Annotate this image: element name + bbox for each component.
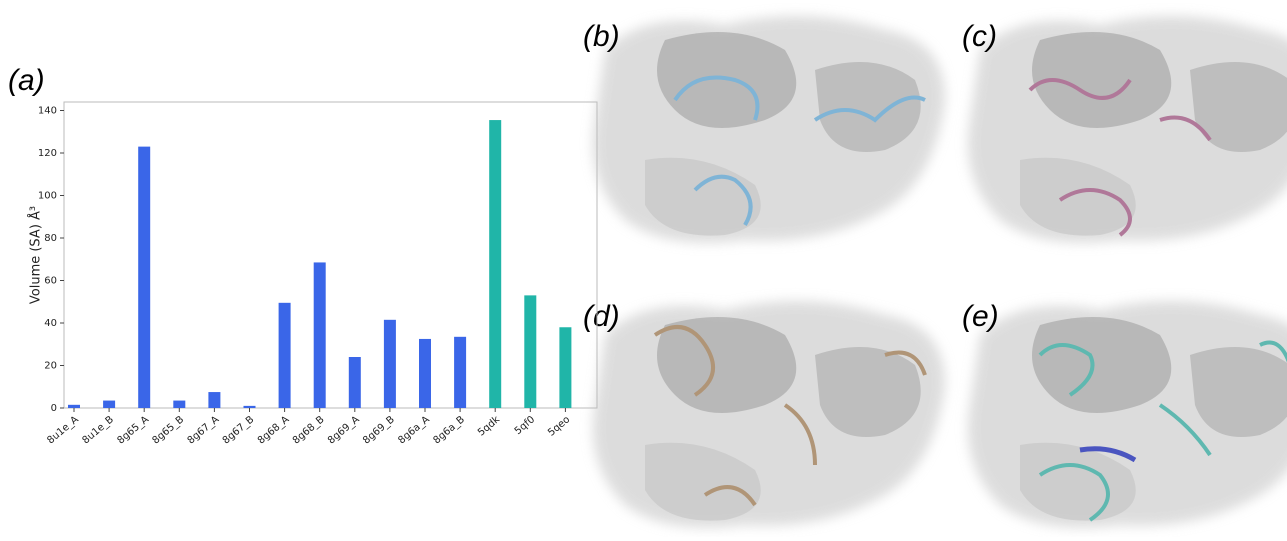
- bar: [489, 120, 501, 408]
- bar: [173, 401, 185, 408]
- structure-image: [593, 16, 945, 242]
- bar: [208, 392, 220, 408]
- x-tick-label: 8g69_B: [361, 414, 397, 446]
- x-tick-label: 5qeo: [546, 414, 572, 438]
- structure-image: [968, 16, 1287, 242]
- bar: [559, 327, 571, 408]
- bar: [384, 320, 396, 408]
- y-tick-label: 80: [44, 233, 57, 244]
- panel-label: (c): [962, 20, 997, 53]
- panel-label: (a): [8, 64, 45, 97]
- y-tick-label: 100: [38, 191, 57, 202]
- x-tick-label: 8g67_A: [186, 414, 222, 446]
- bar: [454, 337, 466, 408]
- panel-label: (e): [962, 300, 999, 333]
- y-tick-label: 60: [44, 276, 57, 287]
- x-tick-label: 8g6a_A: [396, 414, 432, 446]
- panel-label: (d): [583, 300, 620, 333]
- bar: [244, 406, 256, 408]
- x-tick-label: 8u1e_B: [80, 414, 116, 446]
- panel-label: (b): [583, 20, 620, 53]
- structure-image: [593, 301, 945, 527]
- x-tick-label: 8g69_A: [326, 414, 362, 446]
- x-tick-label: 8g6a_B: [431, 414, 467, 446]
- x-tick-label: 8g65_B: [151, 414, 187, 446]
- y-tick-label: 120: [38, 148, 57, 159]
- x-tick-label: 8g67_B: [221, 414, 257, 446]
- y-tick-label: 40: [44, 318, 57, 329]
- bar: [103, 401, 115, 408]
- bar: [524, 295, 536, 408]
- x-tick-label: 8g68_A: [256, 414, 292, 446]
- y-tick-label: 140: [38, 106, 57, 117]
- x-tick-label: 8g65_A: [115, 414, 151, 446]
- bar: [419, 339, 431, 408]
- y-tick-label: 0: [51, 403, 57, 414]
- bar: [68, 405, 80, 408]
- x-tick-label: 8u1e_A: [45, 414, 81, 446]
- x-tick-label: 5qdk: [476, 414, 502, 439]
- bar: [138, 147, 150, 408]
- y-tick-label: 20: [44, 361, 57, 372]
- figure: (a) (b) (c) (d) (e) 0 20 40 60 80 100 120 140 Vo…: [0, 0, 1287, 537]
- x-tick-label: 5qf0: [513, 414, 537, 437]
- bar: [349, 357, 361, 408]
- y-axis-label: Volume (SA) Å³: [28, 206, 44, 304]
- bar: [314, 262, 326, 408]
- x-tick-label: 8g68_B: [291, 414, 327, 446]
- bar: [279, 303, 291, 408]
- structure-image: [968, 301, 1287, 527]
